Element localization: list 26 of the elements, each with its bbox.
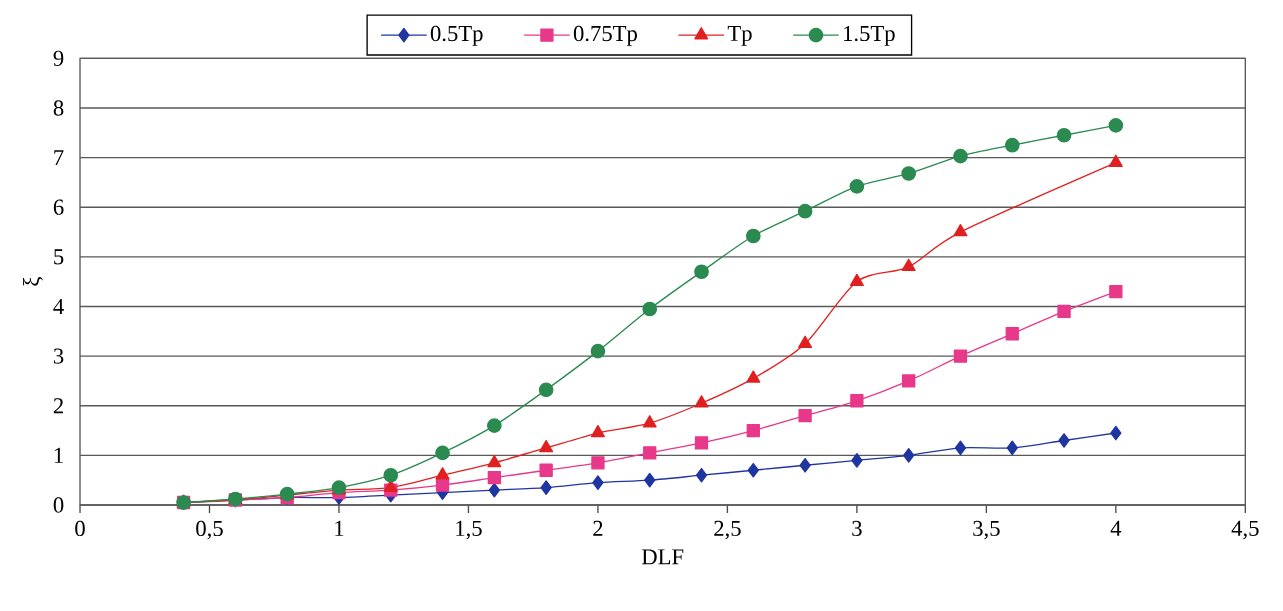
x-tick-label: 2 bbox=[593, 520, 603, 536]
x-tick-label: 3,5 bbox=[973, 520, 1000, 540]
x-tick-label: 0,5 bbox=[196, 520, 223, 540]
x-tick-label: 4,5 bbox=[1231, 520, 1259, 540]
x-axis-title: DLF bbox=[641, 549, 684, 565]
y-tick-label: 4 bbox=[53, 299, 64, 314]
y-axis-title: ξ bbox=[22, 277, 43, 286]
x-tick-label: 3 bbox=[852, 520, 862, 537]
legend-label: Tp bbox=[727, 25, 752, 46]
y-tick-label: 1 bbox=[54, 447, 63, 463]
y-tick-label: 7 bbox=[54, 150, 64, 166]
x-tick-label: 1,5 bbox=[456, 520, 482, 540]
y-tick-label: 5 bbox=[54, 249, 64, 265]
legend-label: 1.5Tp bbox=[844, 25, 895, 46]
y-tick-label: 8 bbox=[53, 100, 64, 116]
y-tick-label: 6 bbox=[53, 199, 64, 215]
legend-label: 0.75Tp bbox=[573, 25, 637, 46]
x-tick-label: 4 bbox=[1110, 520, 1122, 536]
x-tick-label: 1 bbox=[335, 520, 344, 536]
legend-label: 0.5Tp bbox=[430, 25, 483, 46]
x-tick-label: 0 bbox=[75, 520, 85, 537]
y-tick-label: 3 bbox=[53, 348, 64, 364]
x-tick-label: 2,5 bbox=[714, 520, 741, 540]
y-tick-label: 2 bbox=[53, 398, 63, 414]
y-tick-label: 0 bbox=[53, 497, 64, 513]
y-tick-label: 9 bbox=[53, 50, 64, 66]
